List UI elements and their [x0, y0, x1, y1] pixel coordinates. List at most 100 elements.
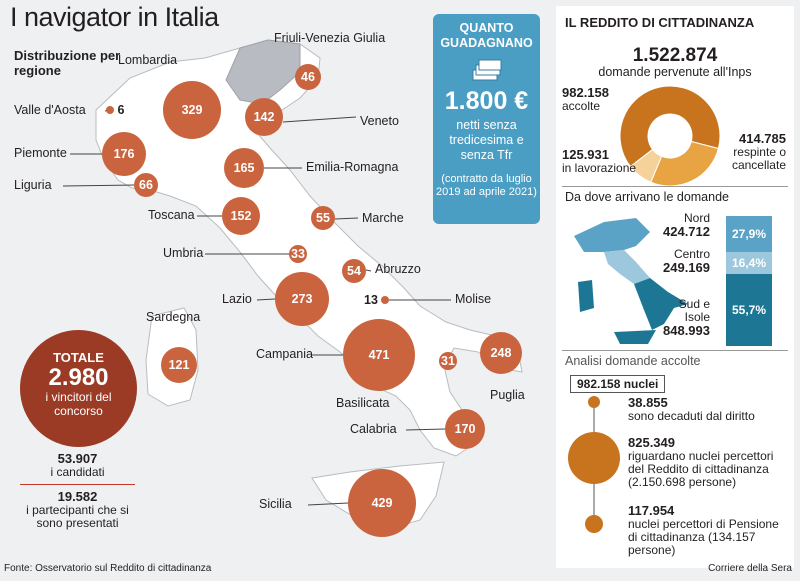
- area-centro-name: Centro: [673, 247, 710, 261]
- bubble-liguria: [134, 173, 158, 197]
- area-nord-value: 424.712: [663, 224, 710, 239]
- region-value-sardegna: 121: [168, 358, 190, 372]
- accepted-label: accolte: [562, 99, 601, 113]
- bubble-campania: [343, 319, 415, 391]
- region-label-campania: Campania: [256, 347, 313, 361]
- leader-line-sicilia: [307, 502, 349, 506]
- rdc-total: 1.522.874: [632, 45, 718, 66]
- region-label-friuli-venezia-giulia: Friuli-Venezia Giulia: [274, 31, 386, 45]
- region-label-emilia-romagna: Emilia-Romagna: [306, 160, 399, 174]
- leader-line-lazio: [256, 298, 276, 301]
- bubble-emilia-romagna: [224, 148, 264, 188]
- analysis-desc-2: riguardano nuclei percettori del Reddito…: [628, 449, 774, 489]
- region-label-marche: Marche: [362, 211, 404, 225]
- region-value-lombardia: 329: [181, 103, 203, 117]
- bubble-reddito: [568, 432, 620, 484]
- region-value-piemonte: 176: [113, 147, 135, 161]
- source-note: Fonte: Osservatorio sul Reddito di citta…: [4, 563, 212, 574]
- bubble-veneto: [245, 98, 283, 136]
- rdc-donut: [619, 85, 721, 187]
- region-value-molise: 13: [364, 293, 378, 307]
- analysis-bubbles: [568, 396, 620, 533]
- earnings-title: QUANTO GUADAGNANO: [440, 21, 533, 50]
- bubble-decaduti: [588, 396, 600, 408]
- earnings-amount: 1.800 €: [444, 87, 529, 115]
- analysis-item-3: 117.954 nuclei percettori di Pensione di…: [628, 504, 788, 557]
- region-label-abruzzo: Abruzzo: [375, 262, 421, 276]
- analysis-value-1: 38.855: [628, 395, 668, 410]
- bubble-marche: [311, 206, 335, 230]
- earnings-desc: netti senza tredicesima e senza Tfr: [449, 118, 524, 162]
- region-value-valle-d-aosta: 6: [117, 103, 125, 117]
- region-value-marche: 55: [316, 211, 330, 225]
- region-label-molise: Molise: [455, 292, 492, 306]
- divider: [20, 484, 135, 485]
- region-value-sicilia: 429: [371, 496, 393, 510]
- leader-line-marche: [334, 217, 359, 220]
- region-value-emilia-romagna: 165: [233, 161, 255, 175]
- donut-slice-respinte: [650, 140, 720, 187]
- candidates-box: 53.907 i candidati 19.582 i partecipanti…: [20, 452, 135, 530]
- region-label-piemonte: Piemonte: [14, 146, 67, 160]
- region-value-puglia: 248: [490, 346, 512, 360]
- earnings-box: QUANTO GUADAGNANO 1.800 € netti senza tr…: [433, 14, 540, 224]
- analysis-value-3: 117.954: [628, 503, 675, 518]
- bubble-valle-d-aosta: [106, 106, 114, 114]
- region-label-liguria: Liguria: [14, 178, 52, 192]
- area-nord-name: Nord: [683, 211, 710, 225]
- region-label-sicilia: Sicilia: [259, 497, 292, 511]
- area-nord: Nord 424.712: [650, 212, 710, 239]
- total-label: TOTALE: [53, 350, 104, 365]
- total-badge: TOTALE 2.980 i vincitori del concorso: [20, 330, 137, 447]
- pct-sud: 55,7%: [726, 274, 772, 346]
- analysis-item-1: 38.855 sono decaduti dal diritto: [628, 396, 788, 423]
- accepted-block: 982.158 accolte: [562, 86, 609, 113]
- region-label-veneto: Veneto: [360, 114, 399, 128]
- bubble-pensione: [585, 515, 603, 533]
- analysis-item-2: 825.349 riguardano nuclei percettori del…: [628, 436, 788, 489]
- page-subtitle: Distribuzione per regione: [14, 48, 121, 78]
- pct-centro: 16,4%: [726, 252, 772, 274]
- bubble-toscana: [222, 197, 260, 235]
- candidates-value: 53.907: [57, 451, 98, 466]
- candidates-label: i candidati: [50, 465, 105, 479]
- italy-mini-map: [574, 218, 688, 344]
- bubble-molise: [381, 296, 389, 304]
- analysis-desc-3: nuclei percettori di Pensione di cittadi…: [628, 517, 779, 557]
- region-label-toscana: Toscana: [148, 208, 195, 222]
- page-title: I navigator in Italia: [10, 2, 219, 32]
- region-label-calabria: Calabria: [350, 422, 397, 436]
- leader-line-calabria: [405, 428, 446, 431]
- region-label-basilicata: Basilicata: [336, 396, 390, 410]
- bubble-calabria: [445, 409, 485, 449]
- leader-line-veneto: [282, 116, 357, 123]
- bubble-abruzzo: [342, 259, 366, 283]
- rdc-title: IL REDDITO DI CITTADINANZA: [565, 15, 755, 30]
- pending-block: 125.931 in lavorazione: [562, 148, 636, 175]
- leader-line-abruzzo: [365, 269, 372, 272]
- earnings-note: (contratto da luglio 2019 ad aprile 2021…: [436, 173, 537, 198]
- area-sud: Sud e Isole 848.993: [650, 298, 710, 338]
- region-value-basilicata: 31: [441, 354, 455, 368]
- credit-note: Corriere della Sera: [708, 563, 792, 574]
- region-value-campania: 471: [368, 348, 390, 362]
- area-centro: Centro 249.169: [650, 248, 710, 275]
- rejected-value: 414.785: [739, 131, 786, 146]
- donut-slice-lavorazione: [629, 148, 663, 183]
- analysis-desc-1: sono decaduti dal diritto: [628, 409, 755, 423]
- friuli-shape: [225, 39, 301, 105]
- bubble-puglia: [480, 332, 522, 374]
- region-label-valle-d-aosta: Valle d'Aosta: [14, 103, 86, 117]
- region-label-lombardia: Lombardia: [118, 53, 178, 67]
- bubble-lombardia: [163, 81, 221, 139]
- region-value-friuli-venezia-giulia: 46: [301, 70, 315, 84]
- accepted-value: 982.158: [562, 85, 609, 100]
- area-centro-value: 249.169: [663, 260, 710, 275]
- pending-value: 125.931: [562, 147, 609, 162]
- region-value-abruzzo: 54: [347, 264, 361, 278]
- leader-line-liguria: [62, 184, 135, 187]
- nuclei-badge: 982.158 nuclei: [570, 375, 666, 393]
- italy-mainland-shape: [95, 39, 523, 457]
- present-value: 19.582: [57, 489, 98, 504]
